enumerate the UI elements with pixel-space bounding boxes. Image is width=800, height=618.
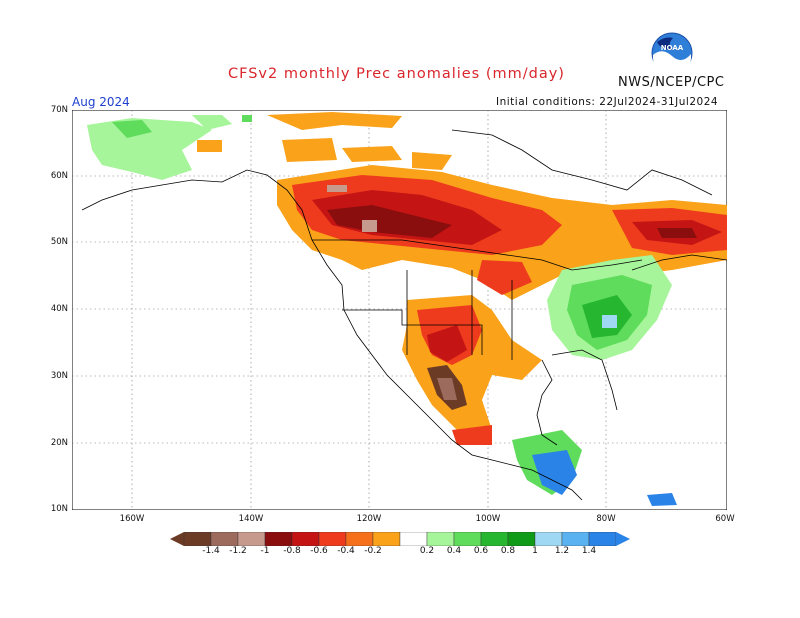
colorbar-swatch (264, 532, 293, 546)
colorbar-label: 0.6 (473, 546, 489, 556)
dry-region-north-severe (327, 205, 697, 238)
lat-label: 10N (50, 504, 68, 514)
wet-region-central-america-blue (532, 450, 577, 495)
colorbar-swatch (237, 532, 266, 546)
agency-label: NWS/NCEP/CPC (618, 75, 725, 90)
colorbar-swatch (318, 532, 347, 546)
colorbar-swatches (183, 532, 617, 546)
colorbar-label: -0.6 (310, 546, 328, 556)
colorbar-label: -1 (260, 546, 270, 556)
colorbar-label: 1.2 (554, 546, 570, 556)
colorbar-label: 1.4 (581, 546, 597, 556)
lat-label: 20N (50, 438, 68, 448)
colorbar-swatch (372, 532, 401, 546)
chart-title: CFSv2 monthly Prec anomalies (mm/day) (228, 66, 565, 82)
colorbar-swatch (534, 532, 563, 546)
forecast-month: Aug 2024 (72, 95, 130, 109)
colorbar-label: 0.8 (500, 546, 516, 556)
colorbar-swatch (291, 532, 320, 546)
colorbar-swatch (507, 532, 536, 546)
wet-region-alaska-strong (112, 115, 252, 138)
anomaly-map (72, 110, 727, 510)
dry-region-canada-north (197, 112, 452, 170)
dry-region-southwest-strong (427, 325, 467, 362)
dry-region-north-extreme (327, 185, 377, 232)
colorbar-label: 1 (532, 546, 538, 556)
colorbar-label: 0.4 (446, 546, 462, 556)
colorbar-swatch (426, 532, 455, 546)
noaa-logo-icon: NOAA (651, 32, 693, 78)
lat-label: 70N (50, 105, 68, 115)
colorbar-label: -1.2 (229, 546, 247, 556)
coastlines (81, 129, 727, 501)
lon-label: 140W (238, 514, 264, 524)
lon-label: 160W (119, 514, 145, 524)
lon-label: 80W (596, 514, 616, 524)
colorbar-swatch (588, 532, 617, 546)
wet-region-east-blue (602, 315, 617, 328)
lon-label: 100W (475, 514, 501, 524)
logo-text: NOAA (661, 44, 684, 52)
initial-conditions: Initial conditions: 22Jul2024-31Jul2024 (496, 96, 719, 108)
wet-region-caribbean (647, 493, 677, 506)
dry-region-mexico-brown (437, 378, 457, 400)
colorbar-arrow-left (170, 532, 184, 546)
lon-label: 60W (715, 514, 735, 524)
colorbar-label: -0.2 (364, 546, 382, 556)
lat-label: 60N (50, 171, 68, 181)
lat-label: 30N (50, 371, 68, 381)
lon-label: 120W (356, 514, 382, 524)
colorbar-swatch (480, 532, 509, 546)
lat-label: 50N (50, 237, 68, 247)
colorbar-arrow-right (616, 532, 630, 546)
colorbar-swatch (399, 532, 428, 546)
colorbar (170, 532, 630, 546)
colorbar-swatch (561, 532, 590, 546)
colorbar-label: -0.4 (337, 546, 355, 556)
colorbar-label: -1.4 (202, 546, 220, 556)
wet-region-alaska (87, 115, 232, 180)
lat-label: 40N (50, 304, 68, 314)
colorbar-swatch (210, 532, 239, 546)
colorbar-label: 0.2 (419, 546, 435, 556)
colorbar-swatch (453, 532, 482, 546)
colorbar-swatch (183, 532, 212, 546)
colorbar-swatch (345, 532, 374, 546)
colorbar-label: -0.8 (283, 546, 301, 556)
